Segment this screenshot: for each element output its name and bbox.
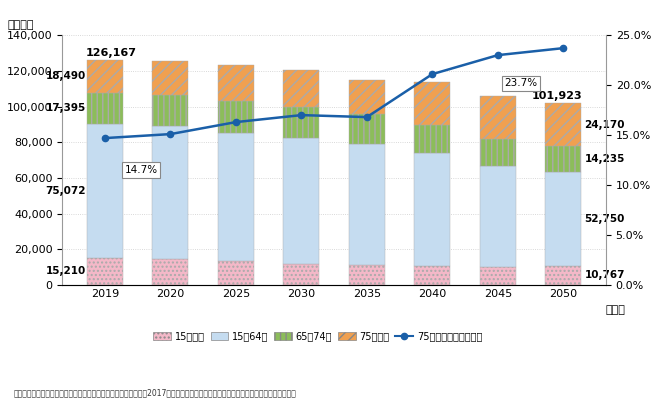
Text: 15,210: 15,210 (45, 266, 86, 276)
Bar (349, 144, 385, 265)
Bar (545, 146, 581, 172)
Bar (218, 134, 254, 261)
Bar (218, 261, 254, 285)
Bar (284, 263, 319, 285)
Text: 24,170: 24,170 (584, 119, 625, 130)
Text: 14,235: 14,235 (584, 154, 625, 164)
Text: 18,490: 18,490 (45, 71, 86, 81)
Bar (545, 172, 581, 266)
Bar (218, 65, 254, 101)
Bar (480, 166, 516, 267)
Bar (415, 154, 450, 266)
Text: 14.7%: 14.7% (124, 165, 157, 175)
Text: 126,167: 126,167 (86, 48, 137, 58)
Bar (153, 259, 188, 285)
Bar (480, 96, 516, 140)
Legend: 15歳未満, 15～64歳, 65～74歳, 75歳以上, 75歳以上割合（右軸）: 15歳未満, 15～64歳, 65～74歳, 75歳以上, 75歳以上割合（右軸… (149, 327, 486, 345)
Bar (545, 103, 581, 146)
Text: 23.7%: 23.7% (504, 78, 537, 88)
Bar (218, 101, 254, 134)
Bar (284, 107, 319, 138)
Bar (349, 115, 385, 144)
Bar (480, 267, 516, 285)
Text: 52,750: 52,750 (584, 214, 625, 224)
Bar (87, 93, 123, 124)
Bar (284, 71, 319, 107)
Bar (87, 124, 123, 258)
Bar (349, 80, 385, 115)
Text: 101,923: 101,923 (532, 91, 582, 101)
Text: 資料）　国立社会保障・人口問題研究所「日本の将来推計人口（2017年推計）」の出生中位（死亡中位）推計より、国土交通省作成: 資料） 国立社会保障・人口問題研究所「日本の将来推計人口（2017年推計）」の出… (13, 388, 296, 397)
Text: （千人）: （千人） (8, 20, 34, 30)
Bar (153, 61, 188, 95)
Text: 75,072: 75,072 (45, 186, 86, 196)
Bar (87, 258, 123, 285)
Bar (415, 266, 450, 285)
Text: 17,395: 17,395 (45, 103, 86, 113)
Bar (480, 140, 516, 166)
Text: 10,767: 10,767 (584, 270, 625, 280)
Bar (153, 95, 188, 126)
Bar (153, 126, 188, 259)
Bar (87, 60, 123, 93)
Bar (545, 266, 581, 285)
Bar (284, 138, 319, 263)
Text: （年）: （年） (606, 305, 626, 315)
Bar (415, 125, 450, 154)
Bar (415, 82, 450, 125)
Bar (349, 265, 385, 285)
